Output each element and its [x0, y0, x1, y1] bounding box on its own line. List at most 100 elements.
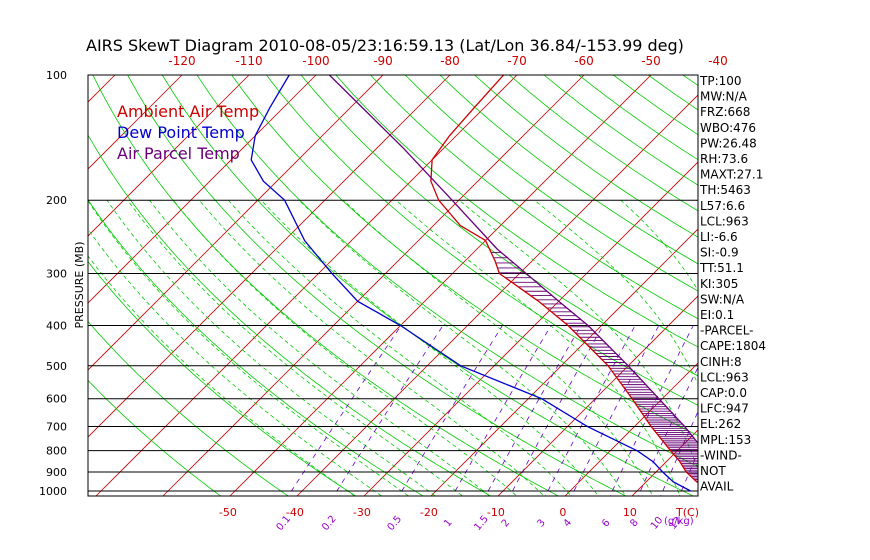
mixing-ratio-line: [545, 325, 636, 496]
index-label: NOT: [700, 464, 726, 478]
dry-adiabat-line: [266, 75, 698, 406]
sounding-series: [250, 75, 698, 492]
mixing-ratio-line: [810, 326, 870, 500]
index-label: TH:5463: [699, 183, 751, 197]
index-label: LFC:947: [700, 402, 749, 416]
plot-frame: [87, 74, 699, 497]
isotherm-line: [229, 75, 652, 496]
mixing-ratio-label: 10: [649, 515, 666, 532]
dry-adiabat-line: [822, 75, 870, 500]
index-label: CAP:0.0: [700, 386, 747, 400]
mixing-ratio-line: [777, 326, 844, 500]
legend: Ambient Air Temp Dew Point Temp Air Parcel…: [117, 102, 259, 163]
top-temp-tick-label: -70: [507, 54, 527, 68]
bottom-temp-tick-label: -50: [219, 506, 237, 519]
index-label: PW:26.48: [700, 136, 757, 150]
mixing-ratio-label: 3: [535, 517, 548, 529]
moist-adiabat-line: [127, 199, 464, 496]
dry-adiabat-line: [88, 320, 289, 496]
index-label: EI:0.1: [700, 308, 734, 322]
bottom-temp-tick-label: 0: [559, 506, 566, 519]
isotherm-line: [88, 75, 116, 103]
moist-adiabat-line: [198, 199, 545, 496]
isotherm-line: [363, 161, 698, 496]
index-label: MAXT:27.1: [700, 168, 763, 182]
mixing-ratio-unit: (g/kg): [664, 516, 694, 527]
isotherm-line: [88, 75, 183, 170]
dry-adiabat-line: [300, 75, 698, 377]
dry-adiabat-line: [88, 199, 425, 496]
isotherm-line: [497, 295, 698, 496]
mixing-ratio-label: 8: [628, 517, 641, 529]
bottom-temp-tick-label: 10: [623, 506, 637, 519]
index-label: -PARCEL-: [700, 324, 754, 338]
pressure-tick-label: 600: [46, 393, 67, 406]
moist-adiabat-line: [149, 199, 491, 496]
index-label: CAPE:1804: [700, 339, 766, 353]
dry-adiabat-line: [161, 75, 695, 496]
isotherm-line: [88, 75, 250, 237]
mixing-ratio-label: 1: [442, 517, 455, 529]
bottom-temp-tick-label: -40: [286, 506, 304, 519]
moist-adiabat-line: [260, 199, 599, 496]
moist-adiabat-line: [534, 199, 698, 386]
isotherm-line: [0, 75, 48, 500]
index-label: CINH:8: [700, 355, 742, 369]
index-label: MW:N/A: [700, 90, 748, 104]
mixing-ratio-line: [795, 326, 860, 500]
pressure-tick-label: 200: [46, 194, 67, 207]
pressure-tick-label: 900: [46, 466, 67, 479]
mixing-ratio-line: [451, 325, 552, 496]
pressure-tick-label: 1000: [39, 485, 67, 498]
pressure-tick-label: 800: [46, 445, 67, 458]
mixing-ratio-line: [678, 451, 698, 496]
index-label: WBO:476: [700, 121, 756, 135]
mixing-ratio-line: [660, 410, 698, 496]
dry-adiabat-line: [439, 75, 698, 265]
mixing-ratio-line: [637, 366, 698, 496]
dry-adiabat-line: [370, 75, 698, 320]
series-line-temp: [430, 75, 698, 484]
mixing-ratio-line: [757, 326, 826, 500]
index-label: LCL:963: [700, 214, 749, 228]
moist-adiabat-line: [88, 255, 356, 496]
mixing-ratio-label: 0.2: [320, 514, 339, 533]
pressure-tick-label: 300: [46, 267, 67, 280]
index-label: TT:51.1: [699, 261, 744, 275]
mixing-ratio-line: [485, 325, 582, 496]
dry-adiabat-line: [196, 75, 698, 467]
mixing-ratio-line: [333, 325, 444, 496]
mixing-ratio-label: 0.5: [386, 514, 405, 533]
index-label: SI:-0.9: [700, 246, 739, 260]
cape-hatch-region: [491, 251, 698, 482]
pressure-tick-label: 100: [46, 69, 67, 82]
moist-adiabat-line: [395, 199, 681, 496]
moist-adiabat-line: [343, 199, 654, 496]
isotherm-line: [762, 75, 870, 500]
index-label: FRZ:668: [700, 105, 750, 119]
index-label: AVAIL: [700, 480, 734, 494]
temp-unit-label: T(C): [675, 506, 699, 519]
dry-adiabat-line: [752, 75, 870, 500]
isotherm-line: [88, 75, 451, 438]
dry-adiabat-line: [335, 75, 698, 348]
isotherm-line: [95, 75, 518, 496]
isotherm-line: [296, 94, 698, 496]
mixing-ratio-line: [398, 325, 503, 496]
legend-entry: Dew Point Temp: [117, 123, 245, 142]
moist-adiabat-line: [88, 200, 410, 496]
top-temp-tick-label: -100: [302, 54, 329, 68]
index-label: LI:-6.6: [700, 230, 738, 244]
moist-adiabat-line: [106, 199, 437, 496]
moist-adiabat-line: [458, 199, 698, 471]
mixing-ratio-label: 6: [600, 517, 613, 529]
top-temp-tick-label: -60: [574, 54, 594, 68]
legend-entry: Ambient Air Temp: [117, 102, 259, 121]
index-label: L57:6.6: [700, 199, 745, 213]
mixing-ratio-line: [509, 325, 604, 496]
isotherm-line: [564, 362, 698, 496]
dry-adiabat-line: [127, 75, 627, 496]
top-temp-tick-label: -50: [641, 54, 661, 68]
